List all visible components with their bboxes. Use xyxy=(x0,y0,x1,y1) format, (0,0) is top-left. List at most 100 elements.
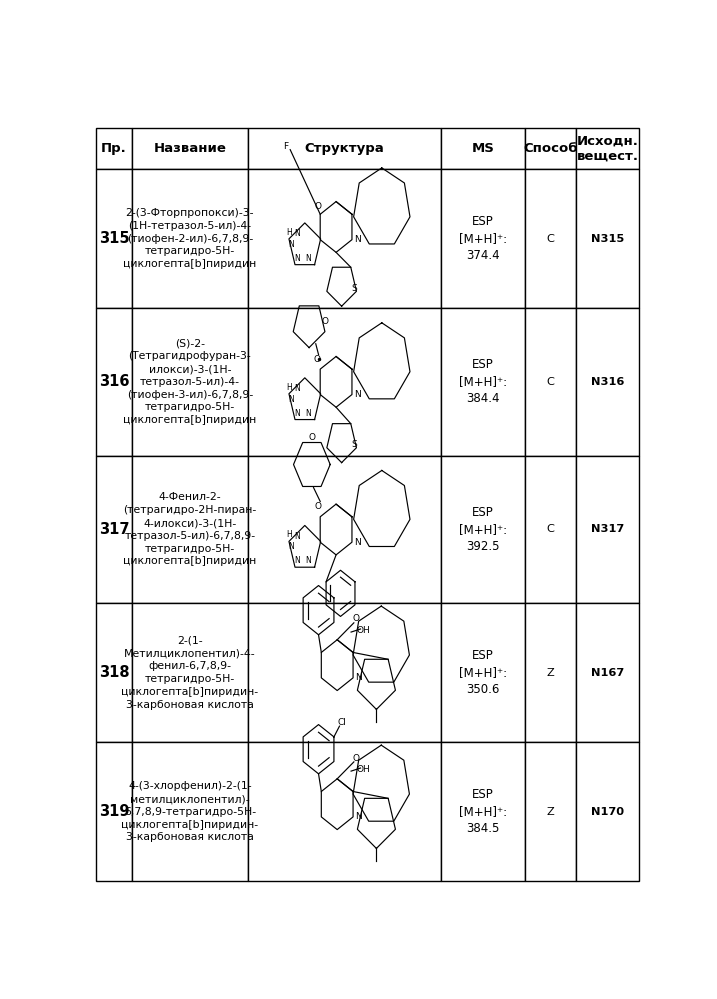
Bar xyxy=(131,308,248,456)
Bar xyxy=(131,456,248,603)
Text: N: N xyxy=(288,542,294,551)
Text: O: O xyxy=(321,317,328,326)
Text: N317: N317 xyxy=(591,524,624,534)
Text: N: N xyxy=(305,409,311,418)
Bar xyxy=(96,742,131,881)
Text: 319: 319 xyxy=(99,804,129,819)
Bar xyxy=(131,742,248,881)
Bar xyxy=(248,742,441,881)
Bar xyxy=(96,456,131,603)
Text: N167: N167 xyxy=(591,668,624,678)
Text: O: O xyxy=(353,614,360,623)
Text: 4-(3-хлорфенил)-2-(1-
метилциклопентил)-
6,7,8,9-тетрагидро-5Н-
циклогепта[b]пир: 4-(3-хлорфенил)-2-(1- метилциклопентил)-… xyxy=(121,781,258,842)
Bar xyxy=(525,308,576,456)
Bar xyxy=(576,308,639,456)
Text: Cl: Cl xyxy=(337,717,346,727)
Text: C: C xyxy=(546,524,554,534)
Text: 2-(3-Фторпропокси)-3-
(1Н-тетразол-5-ил)-4-
(тиофен-2-ил)-6,7,8,9-
тетрагидро-5Н: 2-(3-Фторпропокси)-3- (1Н-тетразол-5-ил)… xyxy=(123,208,257,269)
Bar xyxy=(441,603,525,742)
Text: MS: MS xyxy=(471,142,494,155)
Text: Название: Название xyxy=(153,142,227,155)
Text: N: N xyxy=(295,409,300,418)
Text: Пр.: Пр. xyxy=(101,142,127,155)
Text: N: N xyxy=(295,229,300,238)
Bar xyxy=(248,456,441,603)
Bar xyxy=(248,308,441,456)
Text: O: O xyxy=(314,355,321,364)
Text: 317: 317 xyxy=(99,522,129,537)
Text: 4-Фенил-2-
(тетрагидро-2Н-пиран-
4-илокси)-3-(1Н-
тетразол-5-ил)-6,7,8,9-
тетраг: 4-Фенил-2- (тетрагидро-2Н-пиран- 4-илокс… xyxy=(123,493,257,566)
Text: H: H xyxy=(286,530,292,539)
Text: Исходн.
вещест.: Исходн. вещест. xyxy=(576,134,638,162)
Text: O: O xyxy=(315,502,321,511)
Text: 315: 315 xyxy=(99,231,129,246)
Text: N: N xyxy=(353,390,361,399)
Text: H: H xyxy=(286,383,292,392)
Text: N: N xyxy=(305,254,311,263)
Bar xyxy=(441,128,525,169)
Text: S: S xyxy=(351,441,357,450)
Text: (S)-2-
(Тетрагидрофуран-3-
илокси)-3-(1Н-
тетразол-5-ил)-4-
(тиофен-3-ил)-6,7,8,: (S)-2- (Тетрагидрофуран-3- илокси)-3-(1Н… xyxy=(123,339,257,426)
Text: N: N xyxy=(295,384,300,393)
Text: N: N xyxy=(288,395,294,404)
Bar xyxy=(441,456,525,603)
Bar xyxy=(131,603,248,742)
Bar xyxy=(96,603,131,742)
Text: ESP
[M+H]⁺:
384.4: ESP [M+H]⁺: 384.4 xyxy=(459,359,507,406)
Bar xyxy=(525,603,576,742)
Text: ESP
[M+H]⁺:
384.5: ESP [M+H]⁺: 384.5 xyxy=(459,788,507,835)
Bar xyxy=(96,128,131,169)
Text: ESP
[M+H]⁺:
350.6: ESP [M+H]⁺: 350.6 xyxy=(459,649,507,696)
Bar xyxy=(248,128,441,169)
Bar xyxy=(525,169,576,308)
Text: N170: N170 xyxy=(591,807,624,817)
Text: N: N xyxy=(295,531,300,540)
Text: O: O xyxy=(353,753,360,762)
Text: Z: Z xyxy=(546,807,554,817)
Text: N: N xyxy=(295,254,300,263)
Text: N315: N315 xyxy=(591,234,624,244)
Bar xyxy=(96,169,131,308)
Text: OH: OH xyxy=(357,626,371,635)
Bar xyxy=(576,456,639,603)
Text: Z: Z xyxy=(546,668,554,678)
Text: N: N xyxy=(288,240,294,249)
Text: OH: OH xyxy=(357,765,371,774)
Text: C: C xyxy=(546,234,554,244)
Text: N316: N316 xyxy=(591,377,624,387)
Text: C: C xyxy=(546,377,554,387)
Bar xyxy=(131,128,248,169)
Bar xyxy=(576,603,639,742)
Text: N: N xyxy=(355,812,361,821)
Text: 316: 316 xyxy=(99,375,129,390)
Text: ESP
[M+H]⁺:
392.5: ESP [M+H]⁺: 392.5 xyxy=(459,505,507,553)
Text: N: N xyxy=(305,556,311,565)
Text: N: N xyxy=(353,537,361,546)
Text: Структура: Структура xyxy=(305,142,384,155)
Text: F: F xyxy=(283,142,288,151)
Text: O: O xyxy=(308,434,315,443)
Text: N: N xyxy=(355,673,361,682)
Bar xyxy=(525,456,576,603)
Bar xyxy=(576,742,639,881)
Text: ESP
[M+H]⁺:
374.4: ESP [M+H]⁺: 374.4 xyxy=(459,215,507,262)
Text: N: N xyxy=(295,556,300,565)
Text: 2-(1-
Метилциклопентил)-4-
фенил-6,7,8,9-
тетрагидро-5Н-
циклогепта[b]пиридин-
3: 2-(1- Метилциклопентил)-4- фенил-6,7,8,9… xyxy=(121,635,258,710)
Bar xyxy=(525,742,576,881)
Text: S: S xyxy=(351,284,357,293)
Bar xyxy=(131,169,248,308)
Bar xyxy=(441,169,525,308)
Text: Способ: Способ xyxy=(523,142,578,155)
Bar xyxy=(576,169,639,308)
Text: H: H xyxy=(286,228,292,237)
Text: N: N xyxy=(353,235,361,244)
Bar xyxy=(248,603,441,742)
Bar xyxy=(576,128,639,169)
Bar xyxy=(96,308,131,456)
Text: O: O xyxy=(315,202,321,211)
Bar xyxy=(441,308,525,456)
Text: 318: 318 xyxy=(99,665,129,680)
Bar xyxy=(525,128,576,169)
Bar xyxy=(248,169,441,308)
Bar xyxy=(441,742,525,881)
